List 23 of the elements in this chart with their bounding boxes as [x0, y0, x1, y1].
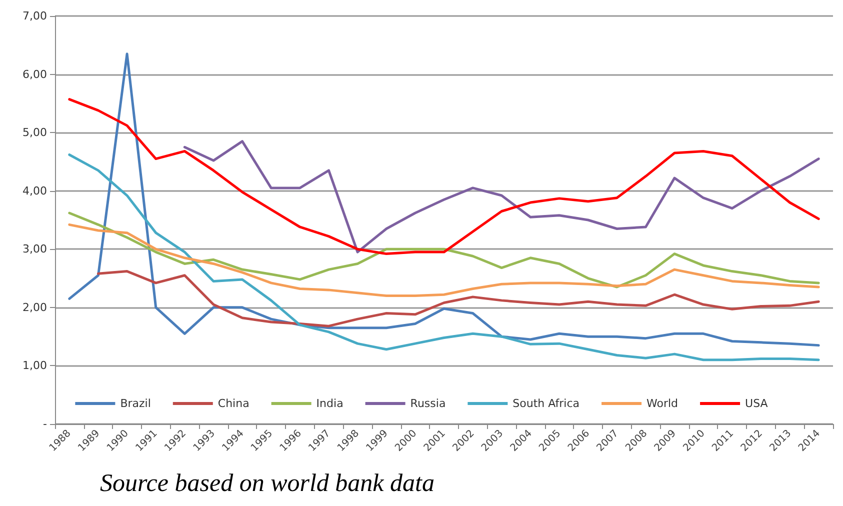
line-series: [68, 212, 820, 288]
legend-label: India: [316, 397, 344, 410]
legend-label: South Africa: [512, 397, 580, 410]
legend-label: China: [218, 397, 250, 410]
line-series: [96, 270, 820, 328]
y-tick-label: 3,00: [22, 242, 47, 256]
source-note: Source based on world bank data: [100, 470, 434, 498]
y-tick-label: 5,00: [22, 126, 47, 140]
legend-label: Brazil: [120, 397, 151, 410]
line-series: [68, 52, 820, 347]
line-series: [183, 140, 820, 254]
line-series: [68, 98, 820, 256]
legend-label: World: [646, 397, 678, 410]
legend-label: Russia: [410, 397, 446, 410]
line-series: [68, 153, 820, 362]
y-tick-label: 4,00: [22, 184, 47, 198]
legend-label: USA: [745, 397, 768, 410]
line-series: [68, 223, 820, 298]
y-tick-label: 6,00: [22, 68, 47, 81]
y-tick-label: 2,00: [22, 300, 47, 314]
y-tick-label: -: [43, 418, 48, 430]
y-tick-label: 1,00: [22, 359, 47, 372]
y-tick-label: 7,00: [22, 10, 47, 22]
